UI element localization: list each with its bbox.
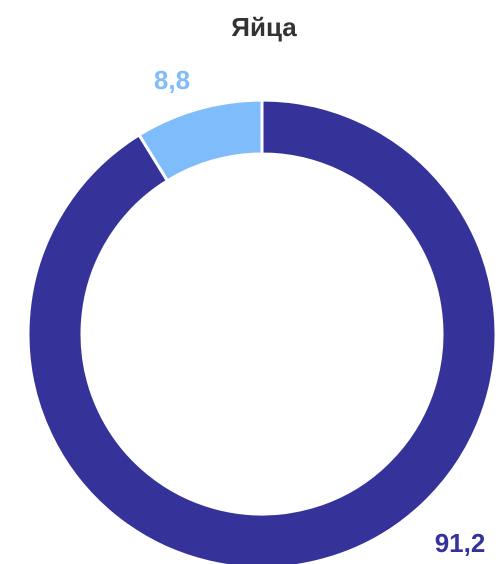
data-label: 8,8 [154, 65, 190, 95]
donut-segment [137, 98, 264, 183]
data-label: 91,2 [435, 528, 486, 558]
donut-segment [26, 98, 498, 564]
chart-title: Яйца [231, 12, 297, 42]
